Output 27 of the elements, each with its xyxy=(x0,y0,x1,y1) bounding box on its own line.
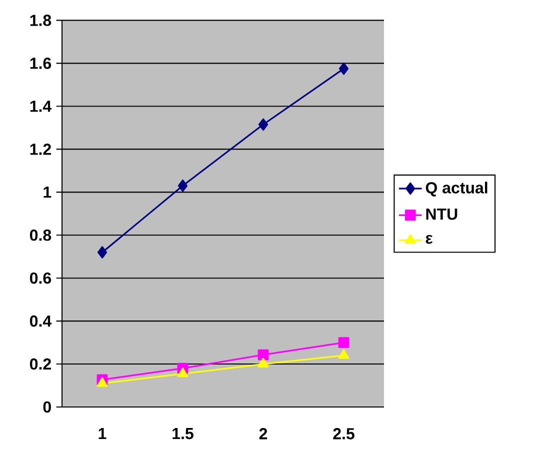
legend-label: Q actual xyxy=(426,182,488,196)
point xyxy=(177,368,188,378)
x-tick-label: 1.5 xyxy=(172,428,194,440)
y-tick-label: 1.8 xyxy=(30,14,52,26)
y-tick-label: 0.2 xyxy=(30,358,51,370)
y-tick-label: 1.2 xyxy=(30,144,51,155)
y-tick-label: 1 xyxy=(44,186,52,198)
point xyxy=(338,349,350,359)
point xyxy=(97,246,108,258)
y-tick-label: 0.6 xyxy=(30,272,52,284)
y-tick-label: 1.6 xyxy=(30,58,52,69)
point xyxy=(338,337,350,348)
y-tick-label: 0 xyxy=(43,401,51,413)
legend-label: NTU xyxy=(426,208,458,220)
point xyxy=(96,377,108,387)
y-tick-label: 0.8 xyxy=(30,229,52,241)
point xyxy=(258,358,269,368)
y-tick-label: 1.4 xyxy=(30,100,52,112)
y-tick-label: 0.4 xyxy=(30,315,52,327)
legend-label: ε xyxy=(426,234,433,244)
x-tick-label: 2.5 xyxy=(333,428,354,440)
point xyxy=(178,180,188,192)
x-tick-label: 1 xyxy=(98,428,106,440)
x-tick-label: 2 xyxy=(259,428,268,440)
point xyxy=(338,62,349,75)
point xyxy=(258,349,269,360)
point xyxy=(258,118,268,131)
